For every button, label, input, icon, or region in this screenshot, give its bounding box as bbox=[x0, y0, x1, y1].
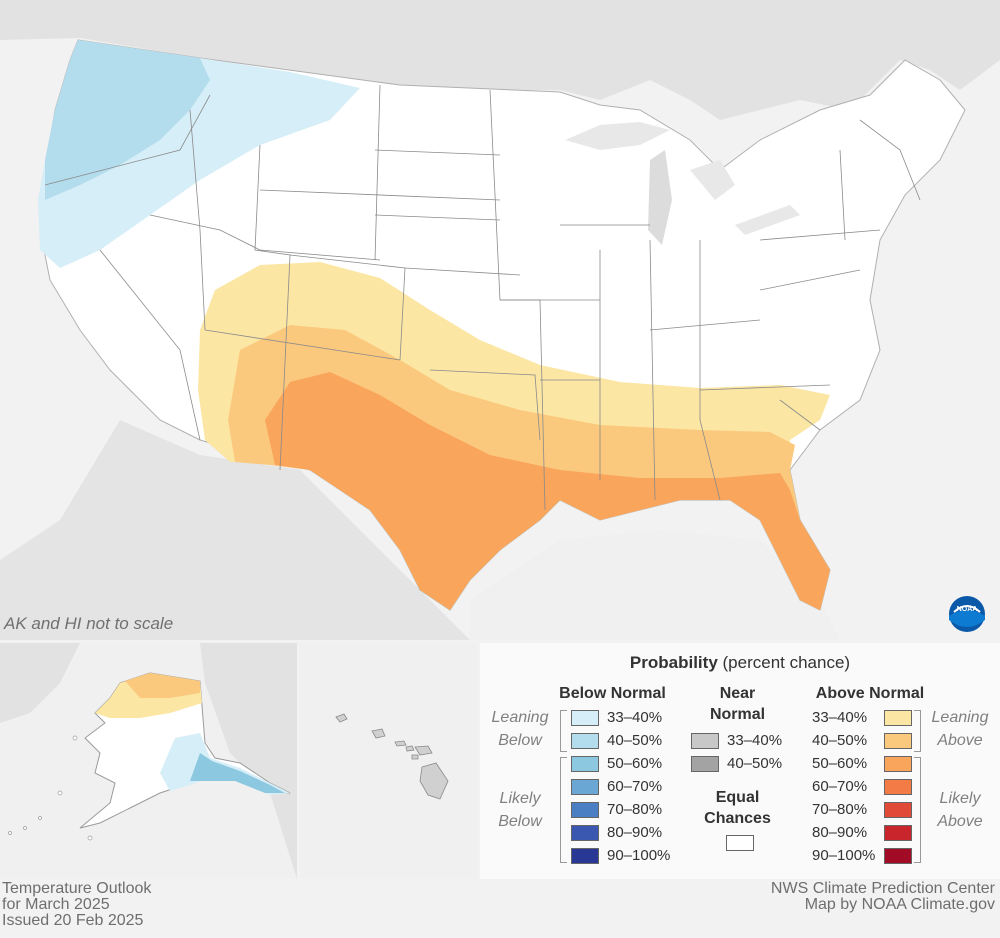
equal-chances-header: Equal Chances bbox=[690, 787, 785, 829]
above-normal-label: 40–50% bbox=[812, 732, 868, 749]
below-normal-swatch bbox=[571, 825, 599, 841]
equal-chances-line2: Chances bbox=[704, 810, 771, 827]
above-normal-row: 90–100% bbox=[480, 847, 1000, 865]
credit-line2: Map by NOAA Climate.gov bbox=[804, 896, 995, 913]
below-normal-label: 90–100% bbox=[607, 847, 671, 864]
map-title-line1: Temperature Outlook bbox=[2, 880, 152, 897]
near-normal-header-line1: Near bbox=[719, 685, 756, 702]
near-normal-label: 33–40% bbox=[727, 732, 783, 749]
near-normal-header-line2: Normal bbox=[709, 706, 766, 723]
above-normal-label: 50–60% bbox=[812, 755, 868, 772]
near-normal-label: 40–50% bbox=[727, 755, 783, 772]
legend-title-rest: (percent chance) bbox=[717, 653, 851, 672]
above-normal-label: 90–100% bbox=[812, 847, 876, 864]
leaning-below-line1: Leaning bbox=[491, 709, 549, 726]
likely-above-bracket bbox=[914, 757, 921, 863]
near-normal-row: 40–50% bbox=[480, 755, 1000, 773]
scale-note: AK and HI not to scale bbox=[4, 614, 174, 633]
below-normal-label: 80–90% bbox=[607, 824, 663, 841]
below-normal-label: 33–40% bbox=[607, 709, 663, 726]
likely-below-bracket bbox=[560, 757, 567, 863]
alaska-map-graphic bbox=[0, 643, 297, 879]
likely-below-line2: Below bbox=[498, 813, 542, 830]
leaning-below-label: Leaning Below bbox=[480, 706, 560, 752]
above-normal-row: 40–50% bbox=[480, 732, 1000, 750]
below-normal-label: 50–60% bbox=[607, 755, 663, 772]
below-normal-row: 33–40% bbox=[480, 709, 1000, 727]
near-normal-header: Near Normal bbox=[690, 683, 785, 725]
map-title-line2: for March 2025 bbox=[2, 896, 110, 913]
below-normal-swatch bbox=[571, 733, 599, 749]
below-normal-row: 40–50% bbox=[480, 732, 1000, 750]
above-normal-row: 60–70% bbox=[480, 778, 1000, 796]
issued-date: Issued 20 Feb 2025 bbox=[2, 912, 144, 929]
hawaii-map-graphic bbox=[300, 643, 477, 879]
below-normal-row: 80–90% bbox=[480, 824, 1000, 842]
below-normal-swatch bbox=[571, 802, 599, 818]
alaska-inset bbox=[0, 643, 297, 879]
below-normal-row: 70–80% bbox=[480, 801, 1000, 819]
above-normal-label: 70–80% bbox=[812, 801, 868, 818]
below-normal-swatch bbox=[571, 710, 599, 726]
legend: Probability (percent chance) Below Norma… bbox=[480, 643, 1000, 879]
above-normal-label: 33–40% bbox=[812, 709, 868, 726]
credit-line1: NWS Climate Prediction Center bbox=[770, 880, 995, 897]
conus-map: NOAA bbox=[0, 0, 1000, 640]
below-normal-row: 50–60% bbox=[480, 755, 1000, 773]
leaning-above-label: Leaning Above bbox=[920, 706, 1000, 752]
below-normal-row: 90–100% bbox=[480, 847, 1000, 865]
above-normal-header: Above Normal bbox=[815, 685, 925, 702]
likely-above-line1: Likely bbox=[939, 790, 981, 807]
above-normal-swatch bbox=[884, 710, 912, 726]
likely-below-line1: Likely bbox=[499, 790, 541, 807]
above-normal-row: 70–80% bbox=[480, 801, 1000, 819]
below-normal-label: 60–70% bbox=[607, 778, 663, 795]
below-normal-row: 60–70% bbox=[480, 778, 1000, 796]
above-normal-swatch bbox=[884, 848, 912, 864]
legend-title: Probability (percent chance) bbox=[480, 653, 1000, 673]
below-normal-swatch bbox=[571, 756, 599, 772]
above-normal-label: 80–90% bbox=[812, 824, 868, 841]
above-normal-swatch bbox=[884, 825, 912, 841]
above-normal-swatch bbox=[884, 779, 912, 795]
below-normal-header: Below Normal bbox=[559, 685, 666, 702]
likely-below-label: Likely Below bbox=[480, 787, 560, 833]
equal-chances-line1: Equal bbox=[715, 789, 760, 806]
above-normal-row: 80–90% bbox=[480, 824, 1000, 842]
equal-chances-swatch bbox=[726, 835, 754, 851]
near-normal-swatch bbox=[691, 733, 719, 749]
above-normal-row: 50–60% bbox=[480, 755, 1000, 773]
above-normal-swatch bbox=[884, 733, 912, 749]
leaning-above-line2: Above bbox=[937, 732, 983, 749]
below-normal-swatch bbox=[571, 779, 599, 795]
near-normal-swatch bbox=[691, 756, 719, 772]
below-normal-label: 70–80% bbox=[607, 801, 663, 818]
near-normal-row: 33–40% bbox=[480, 732, 1000, 750]
below-normal-swatch bbox=[571, 848, 599, 864]
noaa-logo-icon: NOAA bbox=[949, 596, 985, 632]
conus-map-graphic: NOAA bbox=[0, 0, 1000, 640]
above-normal-row: 33–40% bbox=[480, 709, 1000, 727]
legend-title-bold: Probability bbox=[629, 653, 718, 672]
leaning-above-line1: Leaning bbox=[931, 709, 989, 726]
below-normal-label: 40–50% bbox=[607, 732, 663, 749]
svg-text:NOAA: NOAA bbox=[957, 606, 978, 613]
above-normal-swatch bbox=[884, 802, 912, 818]
leaning-below-line2: Below bbox=[498, 732, 542, 749]
likely-above-label: Likely Above bbox=[920, 787, 1000, 833]
leaning-below-bracket bbox=[560, 710, 567, 752]
hawaii-inset bbox=[300, 643, 477, 879]
likely-above-line2: Above bbox=[937, 813, 983, 830]
map-title-block: Temperature Outlook for March 2025 Issue… bbox=[2, 881, 151, 929]
above-normal-label: 60–70% bbox=[812, 778, 868, 795]
above-normal-swatch bbox=[884, 756, 912, 772]
leaning-above-bracket bbox=[914, 710, 921, 752]
credit-block: NWS Climate Prediction Center Map by NOA… bbox=[771, 881, 995, 913]
